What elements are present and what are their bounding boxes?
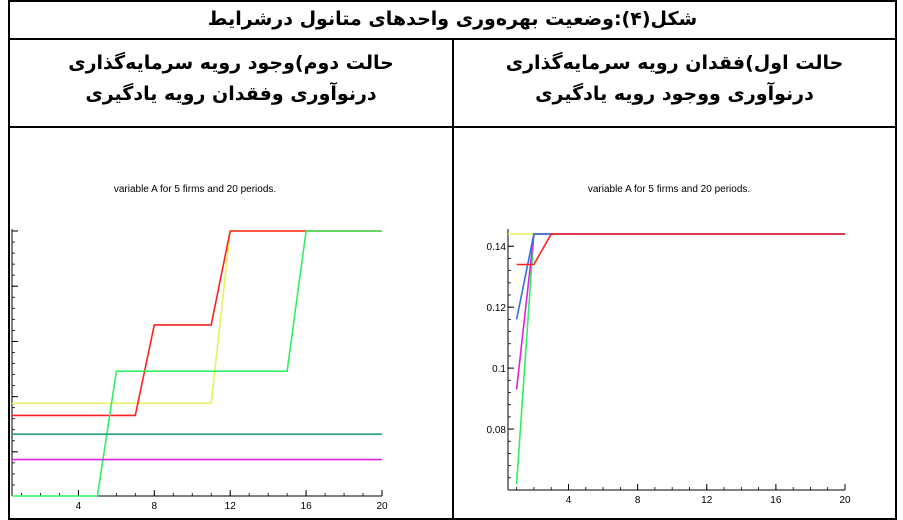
right-series-line-5 [516,233,845,266]
left-chart-title: variable A for 5 firms and 20 periods. [114,184,276,195]
left-x-tick-label: 4 [76,501,82,512]
right-y-tick-label: 0.1 [492,364,506,375]
left-header: حالت دوم)وجود رویه سرمایه‌گذاری درنوآوری… [8,38,454,128]
left-x-tick-label: 12 [225,501,237,512]
left-chart-lines [12,230,382,497]
right-header: حالت اول)فقدان رویه سرمایه‌گذاری درنوآور… [452,38,897,128]
right-x-tick-label: 8 [635,495,641,506]
figure-title: شکل(۴):وضعیت بهره‌وری واحدهای متانول درش… [8,0,897,40]
right-x-tick-label: 12 [701,495,713,506]
left-header-line2: درنوآوری وفقدان رویه یادگیری [85,83,377,105]
left-chart-axes: 0.10.150.20.250.348121620 [10,227,388,512]
right-header-line1: حالت اول)فقدان رویه سرمایه‌گذاری [505,52,844,74]
left-header-line1: حالت دوم)وجود رویه سرمایه‌گذاری [68,52,394,74]
left-series-line-2 [12,230,382,417]
right-chart-title: variable A for 5 firms and 20 periods. [588,184,750,195]
right-header-line2: درنوآوری ووجود رویه یادگیری [535,83,814,105]
right-chart-lines [508,233,845,484]
figure-table: شکل(۴):وضعیت بهره‌وری واحدهای متانول درش… [8,0,897,520]
left-x-tick-label: 16 [301,501,313,512]
right-x-tick-label: 4 [566,495,572,506]
left-series-line-1 [12,230,382,405]
left-chart: variable A for 5 firms and 20 periods. 0… [10,184,388,512]
right-series-line-4 [515,233,845,320]
right-series-line-3 [515,233,845,390]
right-y-tick-label: 0.12 [487,303,507,314]
right-chart-axes: 0.08 0.1 0.12 0.14 4 8 12 16 20 [487,229,851,506]
right-y-tick-label: 0.14 [487,242,507,253]
right-x-tick-label: 20 [839,495,851,506]
left-x-tick-label: 20 [376,501,388,512]
right-series-line-2 [515,233,845,484]
right-y-tick-label: 0.08 [487,425,507,436]
right-plot-cell: variable A for 5 firms and 20 periods. 0… [452,126,897,520]
right-x-tick-label: 16 [770,495,782,506]
left-series-line-3 [12,230,382,497]
right-chart: variable A for 5 firms and 20 periods. 0… [487,184,851,506]
left-plot-cell: variable A for 5 firms and 20 periods. 0… [8,126,454,520]
left-x-tick-label: 8 [152,501,158,512]
